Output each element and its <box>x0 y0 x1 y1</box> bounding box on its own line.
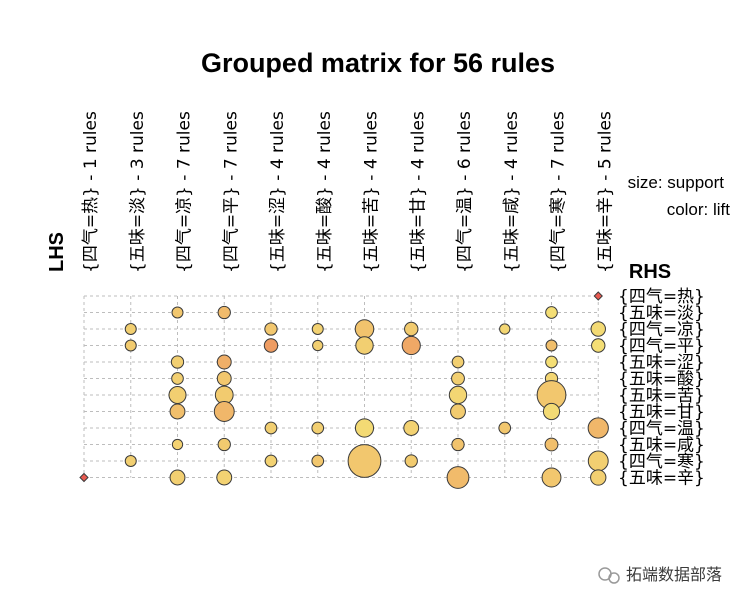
rule-point <box>216 371 232 386</box>
rule-point <box>590 321 606 337</box>
rule-point <box>593 291 603 301</box>
lhs-label: {五味=苦} - 4 rules <box>362 111 382 273</box>
rule-point <box>264 421 278 435</box>
rule-point <box>499 323 511 335</box>
rule-point <box>403 420 420 436</box>
lhs-label: {五味=甘} - 4 rules <box>408 111 428 273</box>
rule-point <box>213 401 235 422</box>
rhs-label: {五味=淡} <box>618 304 705 324</box>
rule-point <box>170 355 185 369</box>
rule-point <box>544 437 559 452</box>
rule-point <box>451 355 465 369</box>
rule-point <box>312 339 324 352</box>
rule-point <box>404 454 418 468</box>
rhs-label: {四气=热} <box>618 287 705 307</box>
lhs-label: {四气=凉} - 7 rules <box>175 111 195 273</box>
lhs-axis-title: LHS <box>46 232 68 272</box>
rule-point <box>311 454 325 468</box>
lhs-label: {五味=淡} - 3 rules <box>128 111 148 273</box>
rule-point <box>401 335 421 356</box>
lhs-label: {五味=涩} - 4 rules <box>268 111 288 273</box>
rule-point <box>79 472 89 483</box>
rule-point <box>169 469 186 486</box>
rule-point <box>311 421 325 435</box>
rule-point <box>264 454 278 468</box>
rule-point <box>448 385 468 405</box>
rule-point <box>124 454 137 468</box>
rule-point <box>171 372 184 385</box>
lhs-label: {四气=寒} - 7 rules <box>549 111 569 273</box>
rule-point <box>355 336 374 355</box>
rule-point <box>587 417 609 439</box>
rhs-label: {五味=咸} <box>618 436 705 456</box>
rule-point <box>545 306 558 319</box>
rule-point <box>217 305 231 320</box>
rule-point <box>446 466 470 489</box>
wechat-icon-small <box>608 572 620 584</box>
rule-point <box>542 402 561 421</box>
rule-point <box>451 371 465 386</box>
rule-point <box>450 403 466 420</box>
grid <box>83 295 599 478</box>
rule-point <box>591 338 606 353</box>
rule-point <box>124 322 137 336</box>
rule-point <box>168 385 187 405</box>
rhs-label: {五味=苦} <box>618 386 705 406</box>
lhs-labels: {四气=热} - 1 rules {五味=淡} - 3 rules {四气=凉} -… <box>81 111 615 273</box>
rule-point <box>404 321 419 337</box>
rule-point <box>311 322 324 336</box>
rule-point <box>545 339 558 352</box>
rule-point <box>498 421 512 435</box>
rule-point <box>541 467 562 488</box>
rule-point <box>354 319 375 339</box>
rule-point <box>171 438 184 451</box>
legend-color: color: lift <box>667 200 731 219</box>
rhs-label: {四气=平} <box>618 337 705 357</box>
rhs-label: {五味=甘} <box>618 403 705 423</box>
watermark-text: 拓端数据部落 <box>626 565 722 584</box>
rule-point <box>217 437 231 452</box>
rule-point <box>169 403 186 420</box>
rule-point <box>263 338 279 353</box>
rule-point <box>264 322 278 336</box>
lhs-label: {五味=辛} - 5 rules <box>595 111 615 273</box>
lhs-label: {四气=平} - 7 rules <box>221 111 241 273</box>
rule-point <box>171 306 184 319</box>
watermark: 拓端数据部落 <box>598 565 722 584</box>
rule-point <box>216 469 233 486</box>
rhs-label: {四气=寒} <box>618 452 705 472</box>
chart-title: Grouped matrix for 56 rules <box>201 48 555 78</box>
rhs-label: {四气=温} <box>618 419 705 439</box>
lhs-label: {四气=温} - 6 rules <box>455 111 475 273</box>
rhs-label: {五味=酸} <box>618 370 705 390</box>
rule-point <box>216 354 232 370</box>
rhs-label: {五味=涩} <box>618 353 705 373</box>
rule-point <box>124 339 137 352</box>
rule-point <box>347 444 382 478</box>
rule-point <box>451 437 465 452</box>
rule-point <box>545 355 558 369</box>
rule-point <box>587 450 609 472</box>
points <box>79 291 609 489</box>
rhs-label: {五味=辛} <box>618 469 705 489</box>
rule-point <box>354 418 375 438</box>
rhs-axis-title: RHS <box>629 261 671 283</box>
rhs-labels: {四气=热}{五味=淡}{四气=凉}{四气=平}{五味=涩}{五味=酸}{五味=… <box>618 287 705 489</box>
legend-size: size: support <box>628 173 725 192</box>
lhs-label: {五味=酸} - 4 rules <box>315 111 335 273</box>
lhs-label: {五味=咸} - 4 rules <box>502 111 522 273</box>
rhs-label: {四气=凉} <box>618 320 705 340</box>
lhs-label: {四气=热} - 1 rules <box>81 111 101 273</box>
rule-point <box>590 469 607 486</box>
